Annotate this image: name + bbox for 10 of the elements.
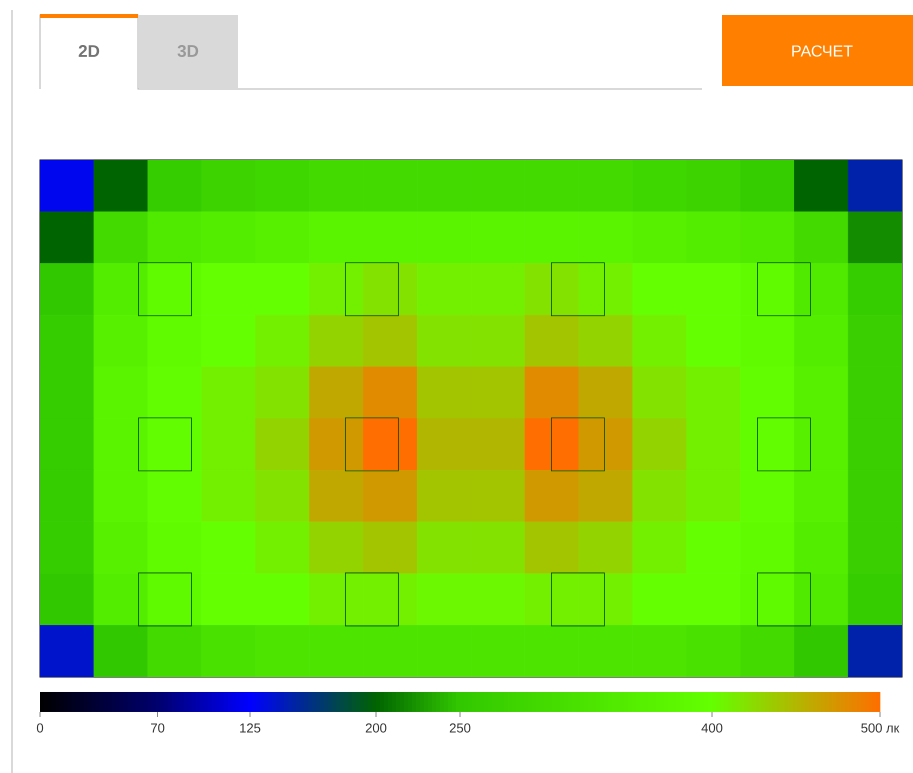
color-bar-label: 70 (151, 723, 164, 733)
color-bar-label: 125 (240, 723, 260, 733)
text: 3D (178, 44, 198, 58)
color-bar-label: 500 лк (861, 723, 900, 733)
color-bar-label: 250 (450, 723, 470, 733)
color-bar-label: 400 (701, 723, 722, 733)
color-bar-label: 200 (366, 723, 386, 733)
text: РАСЧЕТ (792, 45, 853, 57)
text: 2D (78, 45, 100, 57)
color-bar-label: 0 (36, 723, 44, 733)
